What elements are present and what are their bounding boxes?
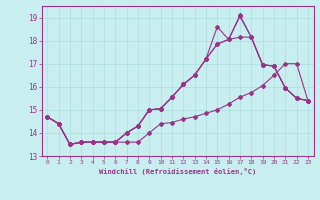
X-axis label: Windchill (Refroidissement éolien,°C): Windchill (Refroidissement éolien,°C): [99, 168, 256, 175]
